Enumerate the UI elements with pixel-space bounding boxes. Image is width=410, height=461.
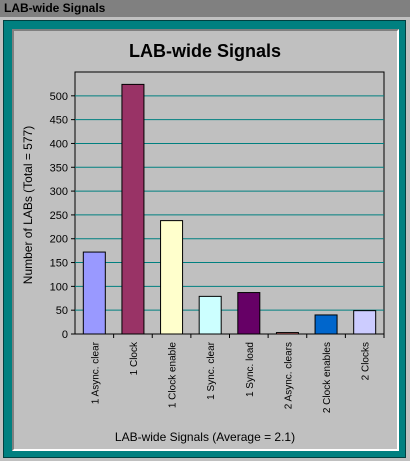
bar [121, 83, 145, 335]
x-axis-label: LAB-wide Signals (Average = 2.1) [115, 430, 295, 444]
chart-title: LAB-wide Signals [129, 41, 281, 61]
x-tick-label: 1 Async. clear [90, 341, 101, 404]
y-axis-label: Number of LABs (Total = 577) [21, 126, 35, 284]
bar [82, 251, 106, 335]
x-tick-label: 1 Sync. clear [206, 341, 217, 399]
x-tick-label: 2 Async. clears [283, 342, 294, 409]
y-tick-label: 450 [50, 115, 68, 127]
bar [314, 314, 338, 335]
y-tick-label: 400 [50, 138, 68, 150]
y-tick-label: 300 [50, 186, 68, 198]
bar [198, 295, 222, 335]
plot-background [74, 71, 385, 335]
window-title: LAB-wide Signals [4, 1, 106, 15]
y-tick-label: 350 [50, 162, 68, 174]
y-tick-label: 250 [50, 210, 68, 222]
y-tick-label: 50 [56, 305, 68, 317]
x-tick-label: 1 Sync. load [245, 342, 256, 397]
bar [353, 310, 377, 335]
bar [160, 220, 184, 335]
y-tick-label: 200 [50, 234, 68, 246]
bar [275, 332, 299, 335]
plot-area: 0 50 100 150 200 250 300 350 400 450 500 1 Async. c… [50, 71, 385, 413]
y-tick-label: 0 [62, 329, 68, 341]
y-tick-label: 150 [50, 258, 68, 270]
x-tick-label: 1 Clock enable [168, 342, 179, 409]
y-tick-label: 100 [50, 281, 68, 293]
window-titlebar[interactable]: LAB-wide Signals [0, 0, 410, 17]
x-tick-label: 2 Clocks [361, 342, 372, 380]
x-tick-label: 2 Clock enables [322, 342, 333, 413]
y-tick-label: 500 [50, 91, 68, 103]
x-tick-label: 1 Clock [129, 341, 140, 375]
bar [237, 292, 261, 335]
